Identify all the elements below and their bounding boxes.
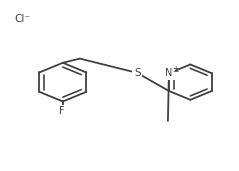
Text: S: S bbox=[134, 68, 141, 78]
Text: Cl⁻: Cl⁻ bbox=[14, 14, 30, 24]
Text: F: F bbox=[59, 106, 65, 116]
Text: ±: ± bbox=[172, 65, 179, 74]
Text: N: N bbox=[165, 68, 173, 78]
Text: S: S bbox=[134, 68, 141, 78]
